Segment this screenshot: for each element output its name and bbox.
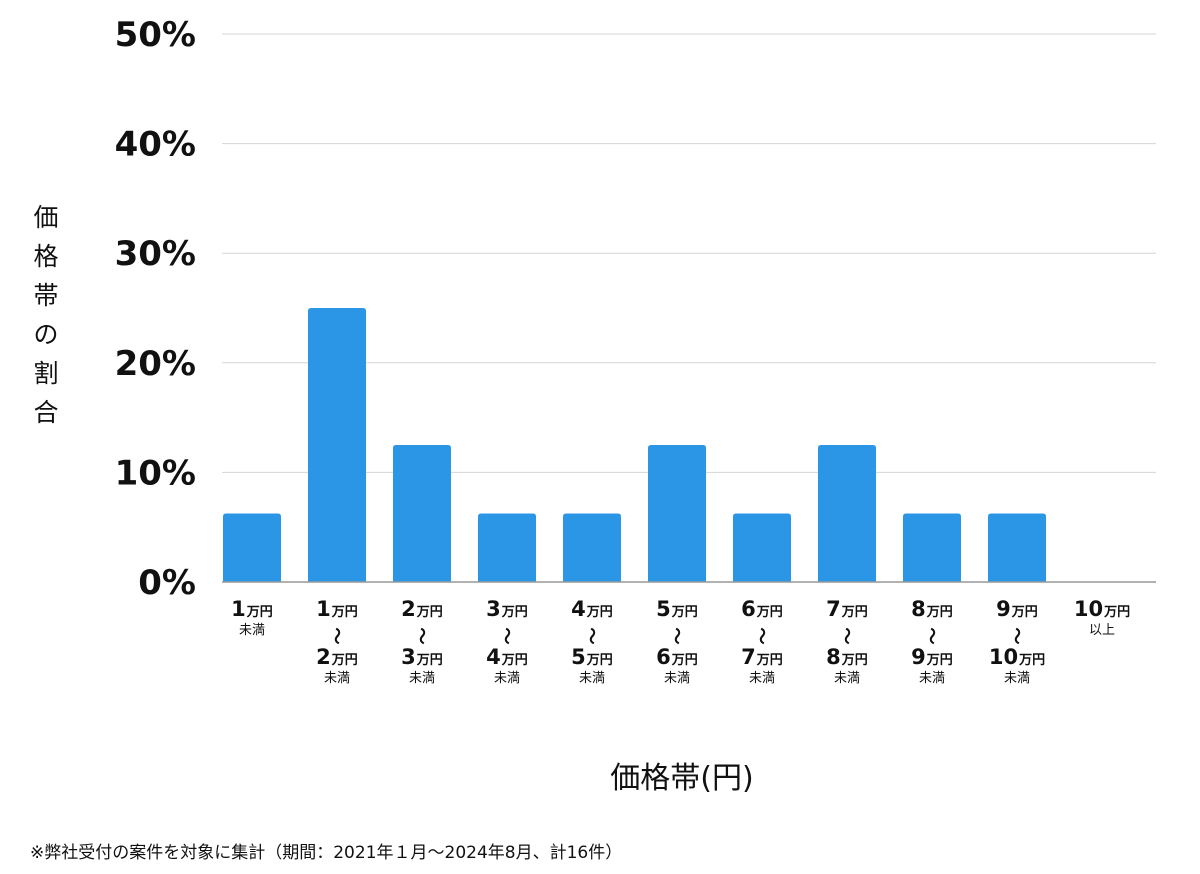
x-tick-range: 〜 — [1006, 628, 1026, 645]
x-tick-price: 3万円 — [486, 597, 528, 621]
x-tick-range: 〜 — [411, 628, 431, 645]
y-tick-label: 20% — [115, 344, 196, 384]
y-axis-label-char: の — [33, 320, 58, 349]
x-tick-qualifier: 未満 — [239, 623, 265, 638]
x-tick-price: 9万円 — [996, 597, 1038, 621]
y-axis-label-char: 割 — [33, 359, 58, 388]
x-tick-range: 〜 — [921, 628, 941, 645]
x-tick-price: 7万円 — [741, 645, 783, 669]
x-tick-qualifier: 未満 — [324, 671, 350, 686]
y-tick-label: 40% — [115, 125, 196, 165]
x-tick-qualifier: 未満 — [749, 671, 775, 686]
x-tick-price: 2万円 — [401, 597, 443, 621]
x-tick-range: 〜 — [751, 628, 771, 645]
x-tick-price: 7万円 — [826, 597, 868, 621]
bars — [223, 308, 1046, 582]
x-tick-price: 6万円 — [656, 645, 698, 669]
x-tick-price: 6万円 — [741, 597, 783, 621]
x-tick-qualifier: 以上 — [1089, 623, 1115, 638]
bar — [563, 513, 621, 582]
x-tick-price: 10万円 — [1074, 597, 1130, 621]
x-tick-qualifier: 未満 — [1004, 671, 1030, 686]
bar — [733, 513, 791, 582]
bar — [478, 513, 536, 582]
x-tick-range: 〜 — [666, 628, 686, 645]
y-tick-label: 50% — [115, 15, 196, 55]
x-tick-price: 8万円 — [826, 645, 868, 669]
x-tick-price: 1万円 — [231, 597, 273, 621]
footnote: ※弊社受付の案件を対象に集計（期間：2021年１月〜2024年8月、計16件） — [30, 843, 622, 863]
y-axis-label-char: 格 — [33, 242, 58, 271]
x-tick-price: 1万円 — [316, 597, 358, 621]
x-axis-ticks: 1万円未満1万円〜2万円未満2万円〜3万円未満3万円〜4万円未満4万円〜5万円未… — [231, 597, 1130, 686]
bar — [648, 445, 706, 582]
x-tick-qualifier: 未満 — [409, 671, 435, 686]
x-tick-price: 5万円 — [656, 597, 698, 621]
x-tick-qualifier: 未満 — [919, 671, 945, 686]
bar — [818, 445, 876, 582]
y-axis-label-char: 合 — [33, 398, 58, 427]
x-tick-price: 10万円 — [989, 645, 1045, 669]
x-tick-range: 〜 — [581, 628, 601, 645]
x-tick-qualifier: 未満 — [834, 671, 860, 686]
bar — [903, 513, 961, 582]
x-tick-price: 2万円 — [316, 645, 358, 669]
y-axis-label-char: 帯 — [33, 281, 58, 310]
x-tick-qualifier: 未満 — [494, 671, 520, 686]
x-axis-label: 価格帯(円) — [610, 761, 753, 796]
x-tick-range: 〜 — [836, 628, 856, 645]
bar — [223, 513, 281, 582]
bar — [393, 445, 451, 582]
x-tick-price: 3万円 — [401, 645, 443, 669]
y-tick-label: 0% — [138, 563, 196, 603]
bar — [988, 513, 1046, 582]
x-tick-qualifier: 未満 — [579, 671, 605, 686]
y-axis-ticks: 0% 10% 20% 30% 40% 50% — [115, 15, 196, 603]
x-tick-price: 9万円 — [911, 645, 953, 669]
x-tick-price: 4万円 — [486, 645, 528, 669]
y-tick-label: 30% — [115, 234, 196, 274]
x-tick-price: 5万円 — [571, 645, 613, 669]
x-tick-qualifier: 未満 — [664, 671, 690, 686]
bar — [308, 308, 366, 582]
x-tick-range: 〜 — [326, 628, 346, 645]
x-tick-price: 8万円 — [911, 597, 953, 621]
y-tick-label: 10% — [115, 453, 196, 493]
x-tick-price: 4万円 — [571, 597, 613, 621]
y-axis-label-char: 価 — [33, 203, 58, 232]
gridlines — [222, 33, 1156, 473]
x-tick-range: 〜 — [496, 628, 516, 645]
